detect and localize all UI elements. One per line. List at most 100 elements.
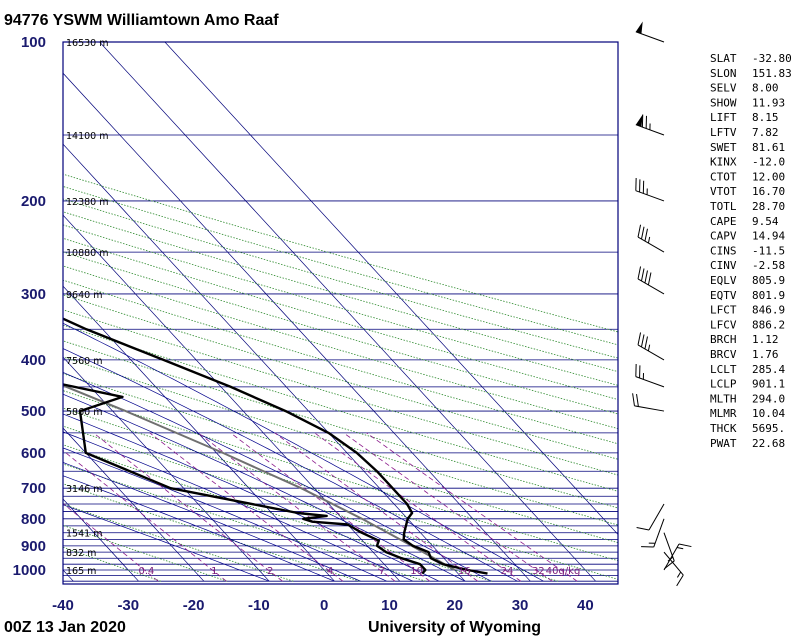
index-name: EQLV [710,274,737,287]
index-name: LFTV [710,126,737,139]
isotherm-line [63,569,74,582]
wind-barb [637,266,665,295]
barb-staff [635,124,665,136]
index-value: 901.1 [752,378,785,391]
moist-adiabat-line [63,462,361,582]
index-name: MLMR [710,407,737,420]
barb-flag [639,365,641,379]
barb-flag [635,363,637,377]
index-name: LCLP [710,378,737,391]
index-value: 294.0 [752,392,785,405]
dry-adiabat-line [63,425,559,582]
wind-barb [637,332,665,361]
pressure-tick-label: 400 [21,352,46,369]
wind-barb [663,551,684,587]
index-name: CTOT [710,170,737,183]
moist-adiabat-line [63,447,387,582]
mixing-ratio-line [63,450,227,582]
dry-adiabat-line [63,224,618,386]
wind-barb [641,518,665,548]
index-value: -12.0 [752,156,785,169]
barb-staff [637,278,665,295]
chart-title: 94776 YSWM Williamtown Amo Raaf [4,12,279,29]
barb-flag [640,334,645,347]
height-label: 1541 m [66,529,102,540]
index-value: 9.54 [752,215,779,228]
index-name: SWET [710,141,737,154]
index-value: 285.4 [752,363,785,376]
wind-barb [663,543,692,571]
index-value: 7.82 [752,126,779,139]
dry-adiabat-line [63,211,618,373]
index-name: CINV [710,259,737,272]
moist-adiabat-line [63,348,518,582]
index-value: -11.5 [752,244,785,257]
temperature-tick-label: 30 [512,597,529,614]
dry-adiabat-line [63,524,228,582]
wind-barb [635,21,665,43]
dry-adiabat-line [63,407,618,580]
barb-flag [637,332,642,345]
barb-half-flag [646,188,648,195]
isotherm-line [63,72,531,582]
dry-adiabat-line [63,294,618,460]
source-credit: University of Wyoming [368,619,541,636]
mixing-ratio-label: 0.4 [138,566,154,577]
pressure-tick-label: 600 [21,445,46,462]
dry-adiabat-line [63,265,618,430]
barb-staff [635,376,665,388]
barb-half-flag [647,236,651,244]
mixing-ratio-label: 32 [532,566,545,577]
temperature-trace [63,317,488,575]
barb-flag [676,574,684,587]
barb-flag [644,336,648,349]
index-value: -2.58 [752,259,785,272]
index-name: TOTL [710,200,737,213]
mixing-ratio-line [230,432,431,582]
dry-adiabat-line [63,546,162,582]
mixing-ratio-label: 2 [267,566,273,577]
barb-flag [637,266,642,280]
barb-flag [645,115,647,129]
mixing-ratio-line [366,432,578,582]
barb-half-flag [667,556,674,562]
barb-flag [642,180,645,194]
index-value: 8.00 [752,82,779,95]
wind-barb [635,178,665,202]
index-name: CAPV [710,230,737,243]
dry-adiabat-line [63,356,618,526]
index-name: SHOW [710,96,737,109]
index-value: 1.12 [752,333,779,346]
barb-flag [647,272,652,286]
barb-staff [663,551,684,576]
index-value: 28.70 [752,200,785,213]
index-name: LFCV [710,318,737,331]
barb-flag [640,268,645,282]
mixing-ratio-label: 4 [327,566,333,577]
moist-adiabat-line [63,393,466,582]
mixing-ratio-line [314,432,522,582]
stability-indices: SLAT -32.80 SLON 151.83 SELV 8.00 SHOW 11.93 LIF… [710,52,792,450]
pressure-tick-label: 300 [21,286,46,303]
index-name: LIFT [710,111,737,124]
barb-pennant [635,114,643,127]
index-value: 14.94 [752,230,785,243]
moist-adiabat-line [63,475,335,582]
index-name: BRCH [710,333,737,346]
barb-staff [653,518,665,548]
mixing-ratio-label: 10 [410,566,423,577]
barb-half-flag [642,373,644,380]
barb-flag [644,270,648,284]
mixing-ratio-label: 24 [501,566,514,577]
barb-staff [634,405,665,412]
isotherm-line [63,498,139,582]
dry-adiabat-line [63,309,618,476]
index-name: PWAT [710,437,737,450]
pressure-tick-label: 100 [21,34,46,51]
barb-half-flag [648,542,656,544]
mixing-ratio-label: 7 [379,566,385,577]
moist-adiabat-line [63,431,413,582]
dry-adiabat-line [63,340,618,509]
barb-flag [636,526,650,531]
